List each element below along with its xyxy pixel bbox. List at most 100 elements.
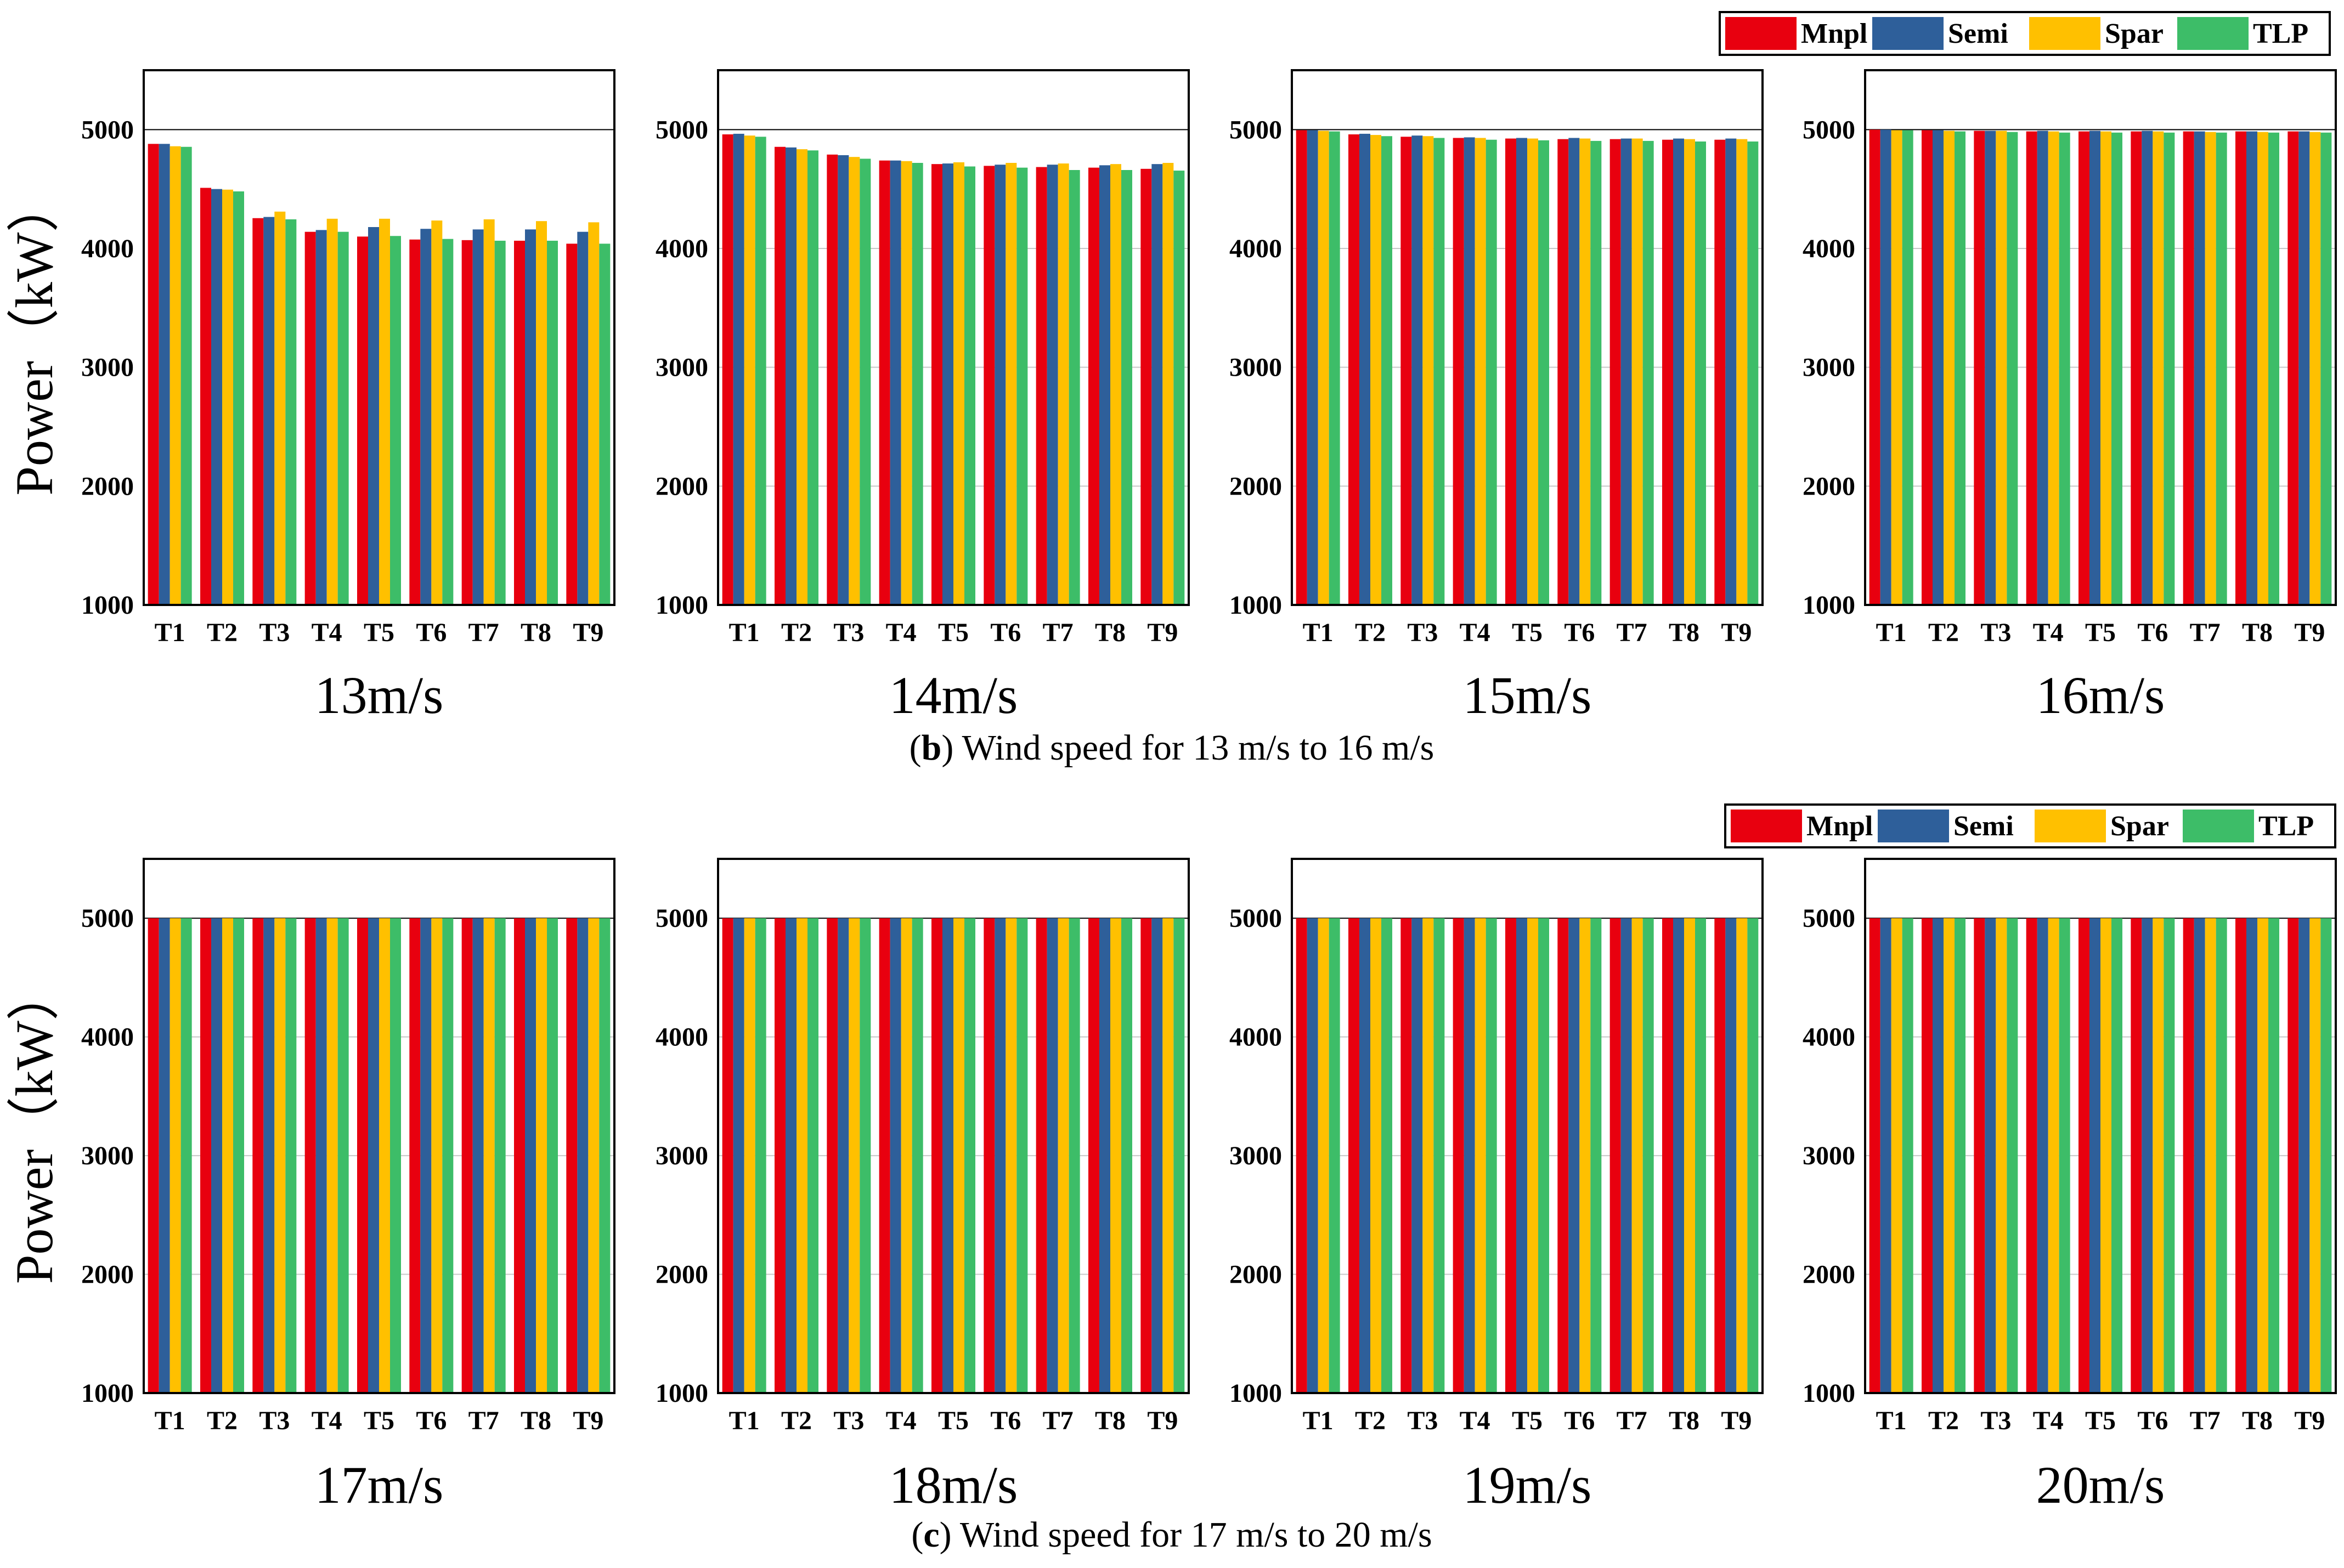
x-tick-label: T8 [2242,1406,2273,1435]
bar-Spar-T8 [1684,139,1695,605]
bar-Spar-T8 [1110,164,1121,605]
bar-Spar-T9 [1736,918,1748,1393]
x-tick-label: T9 [2294,618,2325,647]
bar-Spar-T7 [483,918,495,1393]
bar-Mnpl-T8 [514,918,525,1393]
x-tick-label: T3 [1980,618,2011,647]
x-tick-label: T5 [364,1406,394,1435]
bar-Semi-T1 [1880,129,1891,605]
legend-label-TLP: TLP [2253,18,2308,49]
panel-16m/s: 1000 2000 3000 4000 5000 T1 T2 T3 T4 T5 T6 T7 T8 T9 16… [1803,69,2337,724]
bar-Spar-T5 [2100,131,2111,605]
bar-TLP-T8 [1695,918,1706,1393]
bar-Semi-T1 [733,918,744,1393]
bar-TLP-T2 [807,918,818,1393]
panel-frame [1864,858,2337,1394]
x-tick-label: T8 [521,1406,551,1435]
panel-20m/s: 1000 2000 3000 4000 5000 T1 T2 T3 T4 T5 T6 T7 T8 T9 20… [1803,858,2337,1514]
bar-TLP-T7 [1069,170,1080,605]
bar-Semi-T5 [2089,131,2100,605]
bar-Semi-T2 [211,189,222,605]
bar-Semi-T5 [942,918,953,1393]
y-tick-label: 5000 [1229,904,1282,933]
bar-Mnpl-T5 [1505,138,1516,605]
bar-TLP-T2 [807,150,818,605]
bar-Semi-T2 [1933,130,1944,605]
bar-Mnpl-T3 [252,918,264,1393]
bar-Mnpl-T6 [409,239,421,605]
panel-frame [1291,69,1764,606]
panel-frame [1864,69,2337,606]
bar-TLP-T9 [1173,171,1185,605]
bar-Mnpl-T4 [2026,918,2037,1393]
x-tick-label: T5 [2085,618,2116,647]
bar-TLP-T9 [1747,918,1759,1393]
bar-Semi-T5 [368,918,379,1393]
bar-Semi-T4 [890,160,901,605]
legend-label-TLP: TLP [2258,811,2314,842]
bar-Semi-T2 [786,918,797,1393]
y-tick-label: 2000 [656,472,708,501]
bar-Spar-T6 [1006,918,1017,1393]
bar-Spar-T5 [1527,918,1538,1393]
bar-Mnpl-T1 [1869,918,1880,1393]
bar-Mnpl-T3 [252,218,264,605]
y-tick-label: 5000 [81,904,134,933]
x-tick-label: T4 [2033,618,2064,647]
x-tick-label: T4 [1460,618,1490,647]
bar-Mnpl-T8 [1088,167,1099,605]
x-tick-label: T7 [1617,618,1647,647]
x-tick-label: T2 [1928,618,1959,647]
y-tick-label: 4000 [656,234,708,263]
bar-Mnpl-T6 [409,918,421,1393]
bar-Spar-T5 [1527,138,1538,605]
bar-TLP-T6 [1016,918,1028,1393]
x-tick-label: T7 [1043,618,1074,647]
bar-TLP-T3 [860,918,871,1393]
x-tick-label: T3 [1980,1406,2011,1435]
bar-Semi-T5 [1516,138,1527,605]
y-tick-label: 3000 [656,353,708,382]
bar-Mnpl-T7 [1609,139,1621,605]
bar-Spar-T3 [274,211,286,605]
bar-Mnpl-T6 [1557,918,1569,1393]
bar-Mnpl-T7 [1036,167,1047,605]
bar-TLP-T8 [2268,132,2279,605]
bar-TLP-T8 [1121,918,1132,1393]
legend: Mnpl Semi Spar TLP [1724,803,2336,848]
y-tick-label: 2000 [81,1260,134,1289]
bar-Semi-T5 [368,227,379,605]
bar-Semi-T8 [1099,165,1110,605]
bar-Semi-T6 [1568,138,1580,605]
bar-Mnpl-T6 [1557,139,1569,605]
bar-Semi-T3 [1985,131,1996,605]
x-tick-label: T2 [1355,1406,1386,1435]
legend-swatch-Semi [1878,810,1949,842]
bar-Spar-T9 [588,918,600,1393]
bar-TLP-T1 [1329,131,1340,605]
x-tick-label: T9 [573,1406,603,1435]
bar-TLP-T1 [755,918,766,1393]
bar-Mnpl-T5 [357,236,368,605]
bar-Mnpl-T2 [775,918,786,1393]
bar-Mnpl-T1 [148,144,159,605]
bar-TLP-T1 [1902,130,1913,605]
bar-Mnpl-T4 [1453,918,1464,1393]
x-tick-label: T4 [1460,1406,1490,1435]
bar-Spar-T4 [1475,918,1486,1393]
bar-Spar-T2 [222,918,233,1393]
bar-Semi-T1 [1880,918,1891,1393]
legend-swatch-TLP [2183,810,2254,842]
bar-Mnpl-T1 [1296,918,1307,1393]
bar-Semi-T2 [786,147,797,605]
legend-label-Semi: Semi [1953,811,2014,842]
bar-Mnpl-T8 [1662,139,1673,605]
bar-Mnpl-T9 [566,918,578,1393]
bar-TLP-T9 [599,244,611,605]
x-tick-label: T1 [729,618,760,647]
bar-Semi-T3 [1985,918,1996,1393]
bar-Spar-T8 [1110,918,1121,1393]
x-tick-label: T6 [1564,1406,1595,1435]
bar-Mnpl-T3 [1974,131,1985,605]
